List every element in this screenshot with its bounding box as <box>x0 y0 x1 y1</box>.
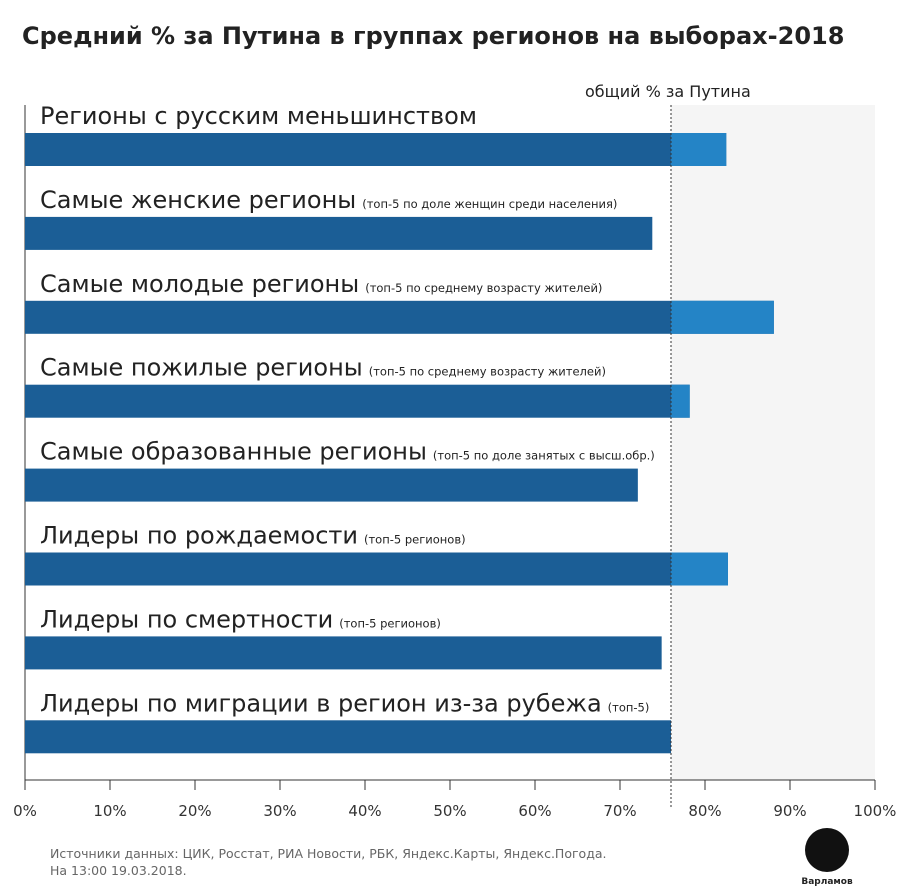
bar <box>25 720 671 754</box>
logo-text: Варламов <box>801 877 853 887</box>
x-tick-label: 30% <box>263 802 296 820</box>
bar <box>25 384 690 418</box>
bar-group <box>25 636 662 670</box>
x-tick-label: 10% <box>93 802 126 820</box>
logo-mark <box>805 828 849 872</box>
category-name: Самые образованные регионы <box>40 438 427 466</box>
category-note: (топ-5) <box>608 700 650 714</box>
x-tick-label: 70% <box>603 802 636 820</box>
bar <box>25 133 727 166</box>
x-tick-label: 0% <box>13 802 37 820</box>
x-tick-label: 80% <box>688 802 721 820</box>
category-label: Лидеры по рождаемости (топ-5 регионов) <box>40 522 466 550</box>
bar-group <box>25 300 774 334</box>
bar-above-reference <box>671 133 727 166</box>
category-name: Лидеры по рождаемости <box>40 522 358 550</box>
reference-region <box>671 105 875 780</box>
category-label: Регионы с русским меньшинством <box>40 102 477 130</box>
source-note: Источники данных: ЦИК, Росстат, РИА Ново… <box>50 846 606 861</box>
category-note: (топ-5 регионов) <box>364 533 466 547</box>
bar-above-reference <box>671 300 774 334</box>
x-tick-label: 60% <box>518 802 551 820</box>
category-note: (топ-5 по среднему возрасту жителей) <box>365 281 602 295</box>
x-tick-label: 40% <box>348 802 381 820</box>
category-note: (топ-5 регионов) <box>339 616 441 630</box>
bar <box>25 300 774 334</box>
category-name: Самые пожилые регионы <box>40 354 363 382</box>
bar-group <box>25 384 690 418</box>
x-tick-label: 50% <box>433 802 466 820</box>
bar-above-reference <box>671 552 728 586</box>
category-label: Самые молодые регионы (топ-5 по среднему … <box>40 270 602 298</box>
x-tick-label: 90% <box>773 802 806 820</box>
category-note: (топ-5 по среднему возрасту жителей) <box>369 365 606 379</box>
category-label: Самые женские регионы (топ-5 по доле женщ… <box>40 186 617 214</box>
category-label: Самые пожилые регионы (топ-5 по среднему … <box>40 354 606 382</box>
bar-group <box>25 133 727 166</box>
category-name: Лидеры по смертности <box>40 605 333 633</box>
bar <box>25 636 662 670</box>
bar-group <box>25 552 728 586</box>
source-note: На 13:00 19.03.2018. <box>50 863 187 878</box>
category-name: Лидеры по миграции в регион из-за рубежа <box>40 689 602 717</box>
category-note: (топ-5 по доле женщин среди населения) <box>362 197 617 211</box>
chart-title: Средний % за Путина в группах регионов н… <box>22 22 844 50</box>
category-label: Лидеры по смертности (топ-5 регионов) <box>40 605 441 633</box>
bar-group <box>25 216 653 250</box>
category-label: Лидеры по миграции в регион из-за рубежа… <box>40 689 649 717</box>
bar <box>25 216 653 250</box>
bar-group <box>25 468 638 502</box>
reference-label: общий % за Путина <box>585 82 751 101</box>
category-name: Самые молодые регионы <box>40 270 359 298</box>
category-note: (топ-5 по доле занятых с высш.обр.) <box>433 449 655 463</box>
category-label: Самые образованные регионы (топ-5 по доле… <box>40 438 655 466</box>
bar-above-reference <box>671 384 690 418</box>
category-name: Регионы с русским меньшинством <box>40 102 477 130</box>
bar-group <box>25 720 671 754</box>
x-tick-label: 20% <box>178 802 211 820</box>
bar <box>25 552 728 586</box>
x-tick-label: 100% <box>854 802 897 820</box>
category-name: Самые женские регионы <box>40 186 356 214</box>
bar <box>25 468 638 502</box>
